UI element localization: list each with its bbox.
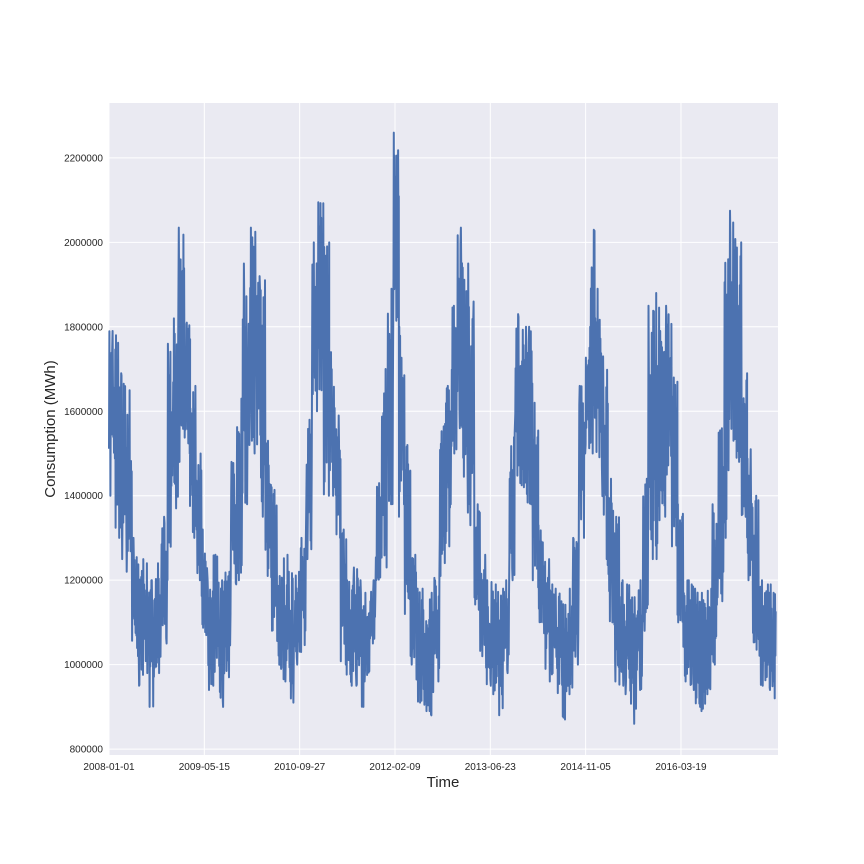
y-tick-label: 1600000 [64, 407, 103, 418]
y-tick-label: 1000000 [64, 660, 103, 671]
x-tick-label: 2008-01-01 [83, 762, 135, 773]
y-tick-label: 1200000 [64, 576, 103, 587]
x-tick-label: 2013-06-23 [465, 762, 517, 773]
y-tick-label: 2200000 [64, 153, 103, 164]
y-axis-label: Consumption (MWh) [42, 360, 59, 498]
y-tick-labels: 800000 1000000 1200000 1400000 1600000 180000… [64, 153, 103, 755]
x-tick-label: 2009-05-15 [179, 762, 231, 773]
x-tick-label: 2012-02-09 [369, 762, 421, 773]
y-tick-label: 1400000 [64, 491, 103, 502]
x-tick-labels: 2008-01-01 2009-05-15 2010-09-27 2012-02-09… [83, 762, 707, 773]
x-axis-label: Time [427, 774, 460, 791]
x-tick-label: 2014-11-05 [560, 762, 611, 773]
y-tick-label: 2000000 [64, 238, 103, 249]
y-tick-label: 1800000 [64, 322, 103, 333]
x-tick-label: 2016-03-19 [655, 762, 707, 773]
series-line-0 [108, 131, 777, 725]
y-tick-label: 800000 [70, 745, 104, 756]
x-tick-label: 2010-09-27 [274, 762, 326, 773]
series [108, 131, 777, 725]
